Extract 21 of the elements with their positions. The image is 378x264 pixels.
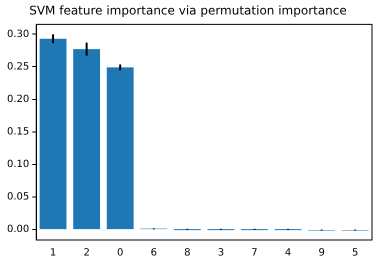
y-tick-label: 0.05 (7, 192, 30, 203)
y-tick-label: 0.10 (7, 159, 30, 170)
bar (106, 67, 134, 230)
x-tick-label: 4 (284, 248, 292, 259)
x-tick-label: 2 (83, 248, 90, 259)
y-tick-label: 0.20 (7, 94, 30, 105)
x-tick-label: 1 (50, 248, 56, 259)
chart-title: SVM feature importance via permutation importance (29, 3, 347, 18)
x-tick-label: 8 (184, 248, 191, 259)
x-tick-label: 6 (150, 248, 157, 259)
x-tick-label: 3 (218, 248, 224, 259)
bar (73, 49, 100, 230)
y-tick-label: 0.30 (7, 28, 30, 40)
y-tick-label: 0.25 (7, 61, 30, 72)
x-tick-label: 5 (352, 248, 358, 259)
x-tick-label: 0 (117, 248, 124, 259)
y-tick-label: 0.15 (7, 126, 30, 138)
bar (40, 38, 66, 230)
y-tick-label: 0.00 (7, 224, 30, 236)
x-tick-label: 7 (251, 248, 258, 259)
x-tick-label: 9 (318, 248, 325, 259)
